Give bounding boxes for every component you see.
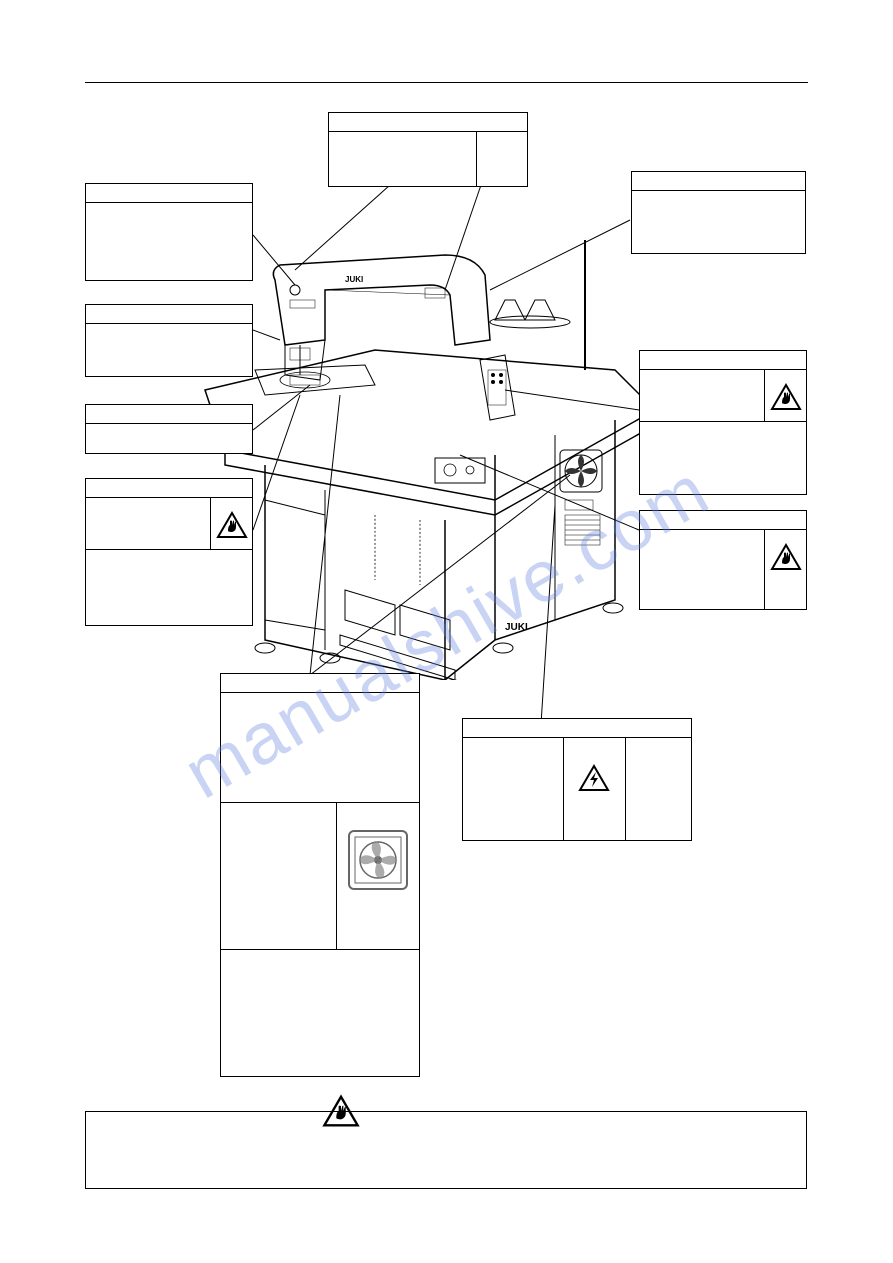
fan-icon <box>347 829 409 896</box>
callout-right-warning-2 <box>639 510 807 610</box>
electric-warning-icon <box>578 764 610 792</box>
callout-center-tall <box>220 673 420 1077</box>
svg-text:JUKI: JUKI <box>345 275 363 284</box>
callout-top-left-2 <box>85 304 253 377</box>
bottom-warning-box <box>85 1111 807 1189</box>
machine-illustration: JUKI JUKI <box>195 240 665 680</box>
hand-warning-icon <box>216 511 248 539</box>
callout-top-right <box>631 171 806 254</box>
hand-warning-icon <box>770 383 802 411</box>
machine-svg: JUKI JUKI <box>195 240 665 680</box>
header-separator <box>85 82 808 83</box>
hand-warning-icon <box>770 543 802 571</box>
callout-top-center <box>328 112 528 187</box>
callout-right-electric <box>462 718 692 841</box>
callout-top-left-3 <box>85 404 253 454</box>
callout-right-warning-1 <box>639 350 807 495</box>
callout-left-warning <box>85 478 253 626</box>
callout-top-left-1 <box>85 183 253 281</box>
svg-text:JUKI: JUKI <box>505 622 528 633</box>
